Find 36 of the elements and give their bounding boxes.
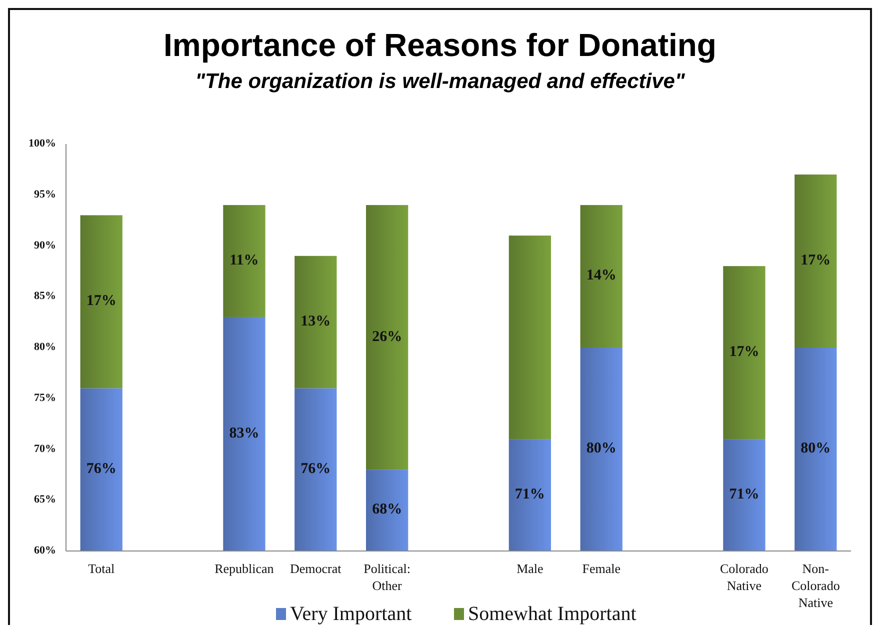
x-tick-label: Political: Other [364,561,411,593]
x-tick-label: Female [582,561,621,576]
x-tick-label: Total [88,561,116,576]
x-tick-label: Republican [214,561,274,576]
y-tick-label: 80% [34,341,56,354]
data-label: 76% [86,461,116,478]
data-label: 80% [586,440,616,457]
data-label: 83% [229,425,260,442]
data-label: 68% [372,502,402,518]
chart-title: Importance of Reasons for Donating [164,27,716,63]
y-tick-label: 65% [34,494,56,506]
y-tick-label: 95% [34,188,56,200]
y-tick-label: 100% [28,138,56,150]
data-label: 17% [86,293,116,310]
data-label: 71% [729,486,760,502]
x-tick-label: Democrat [290,561,342,576]
data-label: 13% [300,314,331,330]
data-label: 71% [514,486,545,502]
data-label: 26% [372,328,402,345]
data-label: 76% [300,461,331,478]
chart-subtitle: "The organization is well-managed and effective" [195,70,686,93]
data-label: 80% [800,440,831,457]
y-tick-label: 90% [34,239,56,252]
legend-label: Somewhat Important [468,603,637,625]
y-tick-label: 70% [34,442,56,455]
data-label: 17% [729,344,760,360]
y-tick-label: 85% [34,290,56,302]
data-label: 11% [230,252,259,268]
x-tick-label: Colorado Native [720,561,768,593]
x-tick-label: Non-Colorado Native [791,561,840,610]
y-tick-label: 75% [34,392,56,404]
legend-label: Very Important [290,603,412,625]
data-label: 14% [586,268,616,284]
x-tick-label: Male [516,561,544,576]
data-label: 17% [800,252,831,268]
y-tick-label: 60% [34,544,56,557]
